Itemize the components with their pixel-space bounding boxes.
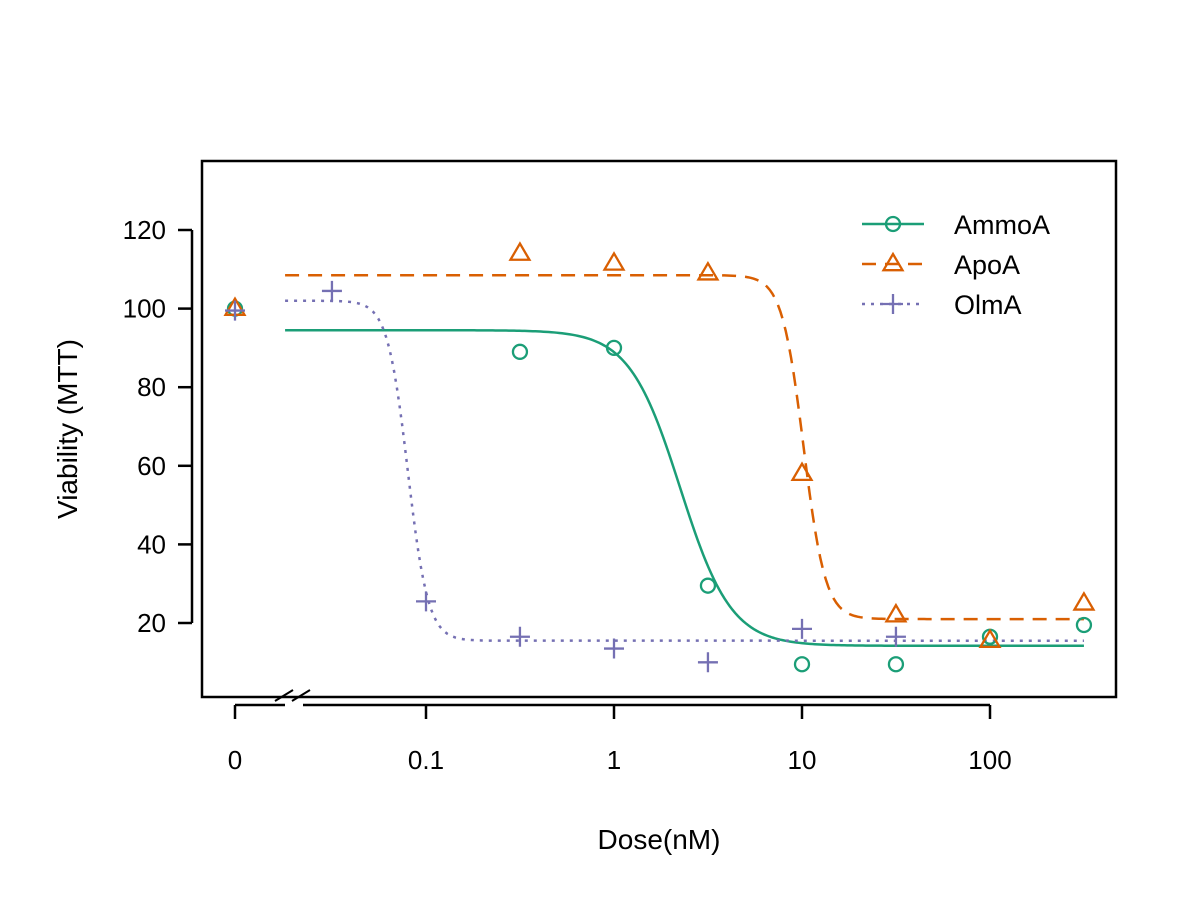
y-axis-title: Viability (MTT) [52,339,83,519]
data-point [1072,591,1096,611]
data-point [793,656,811,673]
data-point [509,626,530,647]
legend-marker [883,294,903,314]
axis-break-mark [291,689,311,702]
y-axis: 20 40 60 80 100 120 [123,215,194,638]
y-tick-label: 80 [137,372,166,402]
x-tick-label: 0.1 [408,745,444,775]
fit-curve-ammoa [285,328,1084,648]
fit-curve-apoa [285,273,1084,621]
data-point [696,260,720,281]
data-point [885,626,906,647]
y-tick-label: 40 [137,529,166,559]
data-point [416,591,436,612]
legend-item-ammoa: AmmoA [862,210,1050,240]
x-axis-title: Dose(nM) [598,824,721,855]
y-tick-label: 100 [123,294,166,324]
legend-marker [881,251,905,272]
data-point [511,343,529,360]
data-point [697,652,718,673]
series-olma [225,280,906,673]
data-point [699,577,717,594]
legend-label: OlmA [954,290,1022,320]
x-axis: 0 0.1 1 10 100 [228,689,1012,775]
legend-item-olma: OlmA [862,290,1022,320]
data-point [225,300,245,321]
legend-label: AmmoA [954,210,1050,240]
fit-curve-olma [285,299,1084,642]
x-tick-label: 10 [788,745,817,775]
x-tick-label: 0 [228,745,242,775]
x-tick-label: 100 [968,745,1011,775]
fit-curves [285,273,1084,648]
legend-label: ApoA [954,250,1020,280]
data-point [508,241,532,261]
data-point [604,638,624,659]
data-point [884,602,908,623]
y-tick-label: 120 [123,215,166,245]
data-point [605,339,623,357]
data-point [978,628,1002,649]
data-point [887,656,905,673]
legend: AmmoA ApoA OlmA [862,210,1050,320]
y-tick-label: 60 [137,451,166,481]
data-point [321,280,342,301]
y-tick-label: 20 [137,608,166,638]
legend-marker [884,215,902,233]
data-point [790,461,814,482]
axis-break-mark [274,689,294,702]
data-point [792,618,812,639]
plot-frame [200,159,1118,699]
data-points [223,241,1096,673]
data-point [602,251,626,271]
legend-item-apoa: ApoA [862,250,1020,280]
data-point [1075,616,1093,634]
x-tick-label: 1 [607,745,621,775]
series-ammoa [226,300,1093,673]
